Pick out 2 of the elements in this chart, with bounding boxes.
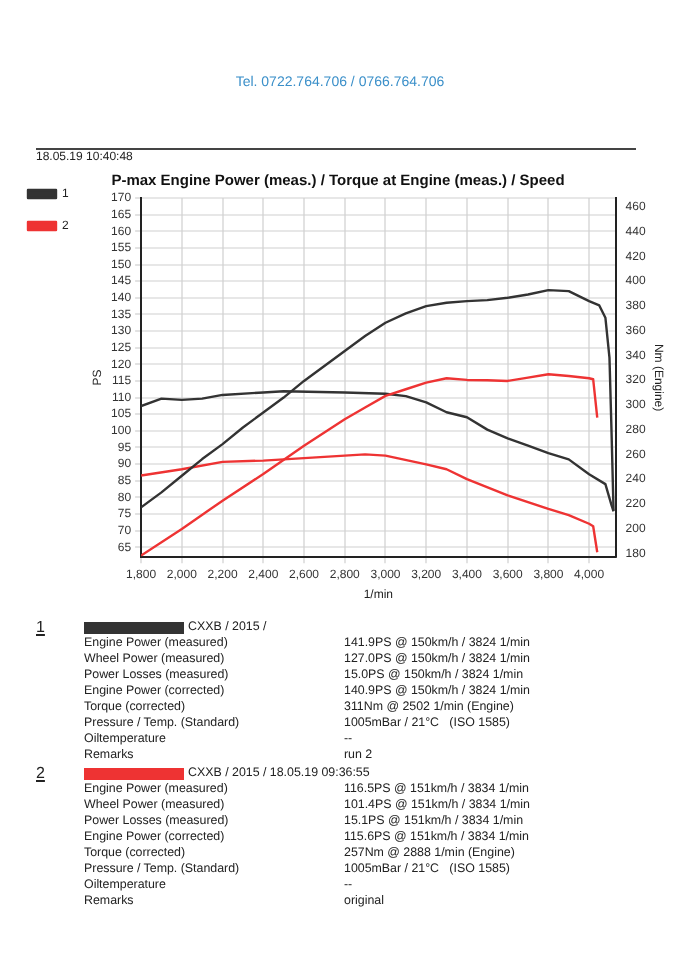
- text: 2: [36, 764, 47, 782]
- text: 1: [36, 618, 47, 636]
